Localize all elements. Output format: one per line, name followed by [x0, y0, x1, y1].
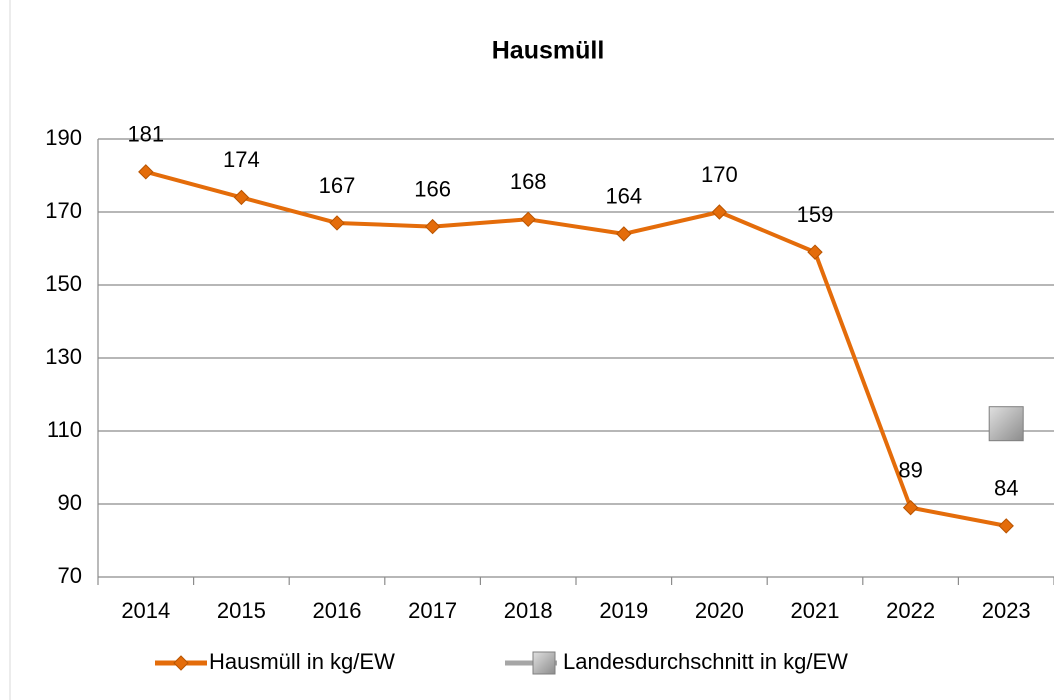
data-point — [807, 244, 823, 260]
data-label: 181 — [127, 122, 164, 147]
data-label: 159 — [797, 202, 834, 227]
data-label: 174 — [223, 147, 260, 172]
x-tick-label: 2022 — [886, 598, 935, 623]
x-tick-label: 2018 — [504, 598, 553, 623]
x-tick-label: 2016 — [313, 598, 362, 623]
data-label: 166 — [414, 176, 451, 201]
data-point — [711, 204, 728, 220]
data-label: 167 — [319, 173, 356, 198]
data-label: 168 — [510, 169, 547, 194]
x-tick-label: 2015 — [217, 598, 266, 623]
data-point — [520, 211, 536, 228]
data-point — [329, 215, 345, 231]
data-label: 164 — [605, 184, 642, 209]
y-tick-label: 190 — [45, 125, 82, 150]
data-label: 89 — [898, 457, 922, 482]
data-label: 84 — [994, 476, 1018, 501]
data-label: 170 — [701, 162, 738, 187]
series-line — [145, 169, 1007, 528]
legend-marker — [532, 651, 556, 675]
y-tick-label: 90 — [58, 490, 82, 515]
x-tick-label: 2020 — [695, 598, 744, 623]
y-tick-label: 130 — [45, 344, 82, 369]
y-tick-label: 110 — [47, 417, 82, 442]
y-tick-label: 170 — [45, 198, 82, 223]
data-point — [988, 406, 1024, 442]
data-point — [998, 518, 1014, 534]
y-tick-label: 70 — [58, 563, 82, 588]
legend-label: Hausmüll in kg/EW — [209, 649, 395, 674]
data-point — [138, 164, 154, 180]
chart-title: Hausmüll — [492, 37, 605, 65]
x-tick-label: 2019 — [599, 598, 648, 623]
x-tick-label: 2021 — [791, 598, 840, 623]
data-point — [616, 226, 632, 242]
x-tick-label: 2023 — [982, 598, 1031, 623]
data-point — [424, 218, 441, 235]
x-tick-label: 2014 — [121, 598, 170, 623]
data-point — [233, 189, 250, 206]
legend-marker — [173, 655, 189, 671]
data-point — [902, 499, 919, 516]
y-tick-label: 150 — [45, 271, 82, 296]
legend-label: Landesdurchschnitt in kg/EW — [563, 649, 848, 674]
x-tick-label: 2017 — [408, 598, 457, 623]
